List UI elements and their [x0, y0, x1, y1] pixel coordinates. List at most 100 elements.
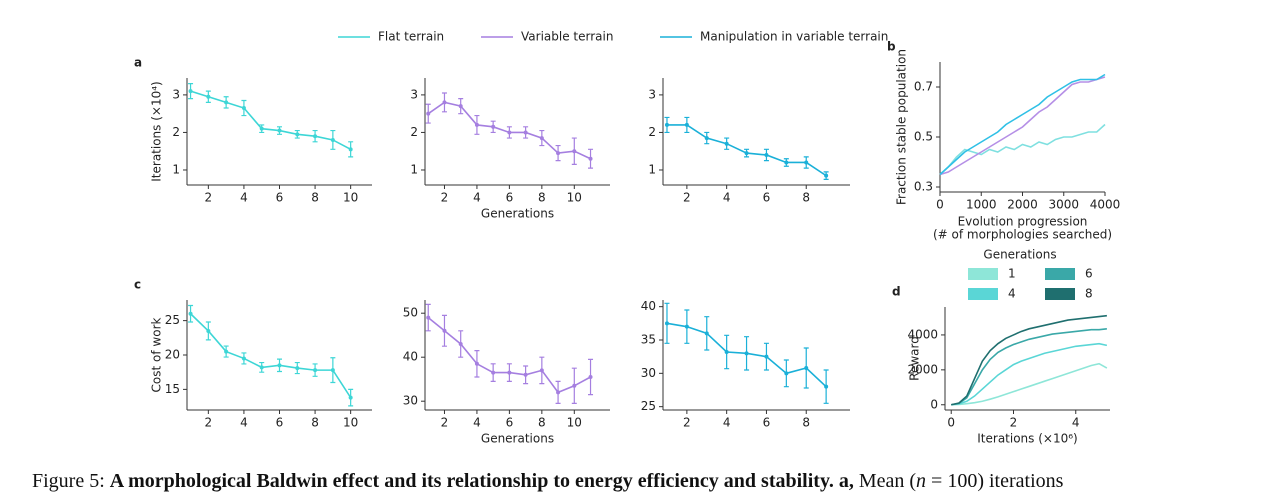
panel-label: b — [887, 40, 896, 54]
point — [572, 383, 577, 388]
point — [704, 136, 709, 141]
y-tick-label: 30 — [403, 394, 418, 408]
caption-text: = 100) iterations — [926, 470, 1064, 492]
point — [704, 331, 709, 336]
x-tick-label: 10 — [343, 416, 358, 430]
x-tick-label: 4000 — [1090, 198, 1121, 212]
x-tick-label: 6 — [276, 191, 284, 205]
x-tick-label: 10 — [567, 416, 582, 430]
series-line — [190, 313, 352, 399]
point — [491, 124, 496, 129]
point — [523, 130, 528, 135]
y-axis-label: Fraction stable population — [895, 49, 909, 205]
point — [507, 130, 512, 135]
point — [426, 111, 431, 116]
caption-label: Figure 5: — [32, 470, 105, 492]
point — [556, 151, 561, 156]
series-line — [951, 314, 1107, 406]
legend-label: 8 — [1085, 287, 1093, 301]
legend-label: 1 — [1008, 267, 1016, 281]
point — [556, 390, 561, 395]
y-axis-label: Cost of work — [150, 317, 164, 392]
x-tick-label: 6 — [506, 191, 514, 205]
point — [684, 324, 689, 329]
caption-panel: a, — [838, 470, 854, 492]
point — [330, 368, 335, 373]
point — [224, 100, 229, 105]
point — [458, 104, 463, 109]
y-tick-label: 25 — [641, 399, 656, 413]
legend-title: Generations — [983, 248, 1056, 262]
point — [804, 160, 809, 165]
point — [313, 368, 318, 373]
x-tick-label: 4 — [473, 416, 481, 430]
y-tick-label: 1 — [410, 162, 418, 176]
legend-swatch — [1045, 288, 1075, 300]
point — [241, 106, 246, 111]
point — [241, 356, 246, 361]
point — [724, 141, 729, 146]
x-tick-label: 4 — [240, 416, 248, 430]
legend-label: Variable terrain — [521, 30, 613, 44]
top-legend: Flat terrain Variable terrain Manipulati… — [338, 30, 888, 44]
point — [458, 342, 463, 346]
legend-label: Flat terrain — [378, 30, 444, 44]
y-tick-label: 0.7 — [914, 80, 933, 94]
point — [277, 363, 282, 368]
point — [824, 173, 829, 178]
point — [764, 152, 769, 157]
y-tick-label: 40 — [641, 299, 656, 313]
point — [188, 311, 193, 316]
point — [277, 128, 282, 133]
series-line — [939, 123, 1106, 176]
point — [744, 351, 749, 356]
y-axis-label: Iterations (×10⁴) — [150, 81, 164, 181]
point — [188, 89, 193, 94]
point — [259, 126, 264, 131]
point — [539, 368, 544, 373]
point — [206, 94, 211, 99]
x-tick-label: 10 — [343, 191, 358, 205]
x-tick-label: 2000 — [1007, 198, 1038, 212]
x-tick-label: 2 — [441, 191, 449, 205]
panel: 2 4 6 8 25 30 35 40 — [641, 299, 850, 430]
x-axis-label: Iterations (×10⁶) — [977, 432, 1077, 446]
x-tick-label: 6 — [276, 416, 284, 430]
point — [442, 328, 447, 333]
point — [259, 365, 264, 370]
panel: 2 4 6 8 10 15 20 25 c Cost of work — [134, 278, 372, 430]
point — [330, 137, 335, 142]
panel: 0 2 4 0 2000 4000 d Reward Iterations (×10⁶) Gene… — [892, 248, 1110, 446]
point — [764, 354, 769, 359]
point — [295, 132, 300, 137]
point — [295, 366, 300, 371]
y-tick-label: 0.5 — [914, 130, 933, 144]
x-tick-label: 2 — [205, 416, 213, 430]
legend-label: 6 — [1085, 267, 1093, 281]
x-axis-label: Generations — [481, 207, 554, 221]
y-tick-label: 1 — [172, 162, 180, 176]
y-tick-label: 2 — [410, 125, 418, 139]
figure: Flat terrain Variable terrain Manipulati… — [134, 30, 1120, 446]
legend-swatch — [968, 288, 998, 300]
point — [784, 371, 789, 376]
point — [664, 122, 669, 127]
x-tick-label: 2 — [1010, 416, 1018, 430]
caption: Figure 5: A morphological Baldwin effect… — [32, 470, 1063, 493]
point — [664, 321, 669, 326]
point — [474, 122, 479, 127]
point — [206, 328, 211, 333]
panel-label: d — [892, 285, 901, 299]
panel-label: a — [134, 56, 142, 70]
y-tick-label: 0.3 — [914, 180, 933, 194]
x-tick-label: 8 — [802, 191, 810, 205]
point — [491, 370, 496, 375]
y-tick-label: 3 — [410, 87, 418, 101]
x-tick-label: 2 — [205, 191, 213, 205]
point — [507, 370, 512, 375]
x-tick-label: 4 — [723, 191, 731, 205]
x-tick-label: 1000 — [966, 198, 997, 212]
series-line — [939, 73, 1106, 176]
